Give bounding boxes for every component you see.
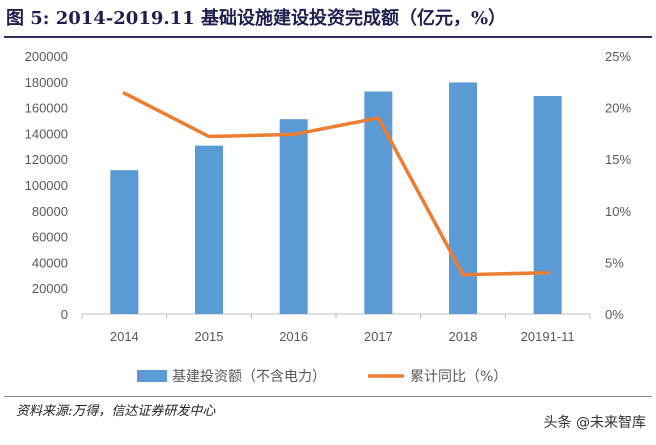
source-note: 资料来源:万得，信达证券研发中心 xyxy=(16,404,216,419)
right-axis: 0% 5% 10% 15% 20% 25% xyxy=(605,49,631,322)
right-tick-label: 20% xyxy=(605,101,631,116)
right-tick-label: 0% xyxy=(605,307,624,322)
x-tick-label: 2017 xyxy=(364,329,393,344)
title-divider xyxy=(4,36,652,38)
left-tick-label: 40000 xyxy=(32,255,68,270)
x-tick-label: 2015 xyxy=(195,329,224,344)
left-axis: 0 20000 40000 60000 80000 100000 120000 140000 1… xyxy=(25,49,68,322)
right-tick-label: 10% xyxy=(605,204,631,219)
legend: 基建投资额（不含电力） 累计同比（%） xyxy=(137,368,507,385)
bar xyxy=(449,82,477,314)
legend-line-label: 累计同比（%） xyxy=(410,369,507,385)
left-tick-label: 200000 xyxy=(25,49,68,64)
combo-chart: 0 20000 40000 60000 80000 100000 120000 140000 1… xyxy=(25,49,632,385)
chart-title: 图 5: 2014-2019.11 基础设施建设投资完成额（亿元，%） xyxy=(6,8,507,29)
right-tick-label: 15% xyxy=(605,152,631,167)
right-tick-label: 25% xyxy=(605,49,631,64)
x-tick-label: 2018 xyxy=(449,329,478,344)
line-path xyxy=(122,91,550,277)
legend-bar-label: 基建投资额（不含电力） xyxy=(172,368,326,385)
left-tick-label: 20000 xyxy=(32,281,68,296)
bar-series xyxy=(110,82,562,315)
left-tick-label: 100000 xyxy=(25,178,68,193)
bar xyxy=(533,95,562,314)
x-tick-label: 20191-11 xyxy=(521,329,575,344)
watermark: 头条 @未来智库 xyxy=(543,415,646,431)
left-tick-label: 0 xyxy=(61,307,68,322)
source-divider xyxy=(4,396,652,397)
bar xyxy=(279,119,308,315)
x-axis: 2014 2015 2016 2017 2018 20191-11 xyxy=(81,314,591,344)
left-tick-label: 140000 xyxy=(25,126,68,141)
line-series xyxy=(122,91,550,277)
bar xyxy=(110,170,139,314)
x-tick-label: 2014 xyxy=(110,329,139,344)
left-tick-label: 180000 xyxy=(25,75,68,90)
left-tick-label: 80000 xyxy=(32,204,68,219)
legend-bar-swatch xyxy=(137,370,167,382)
bar xyxy=(364,91,393,314)
left-tick-label: 60000 xyxy=(32,230,68,245)
right-tick-label: 5% xyxy=(605,255,624,270)
bar xyxy=(195,145,223,314)
left-tick-label: 160000 xyxy=(25,101,68,116)
x-tick-label: 2016 xyxy=(279,329,308,344)
left-tick-label: 120000 xyxy=(25,152,68,167)
